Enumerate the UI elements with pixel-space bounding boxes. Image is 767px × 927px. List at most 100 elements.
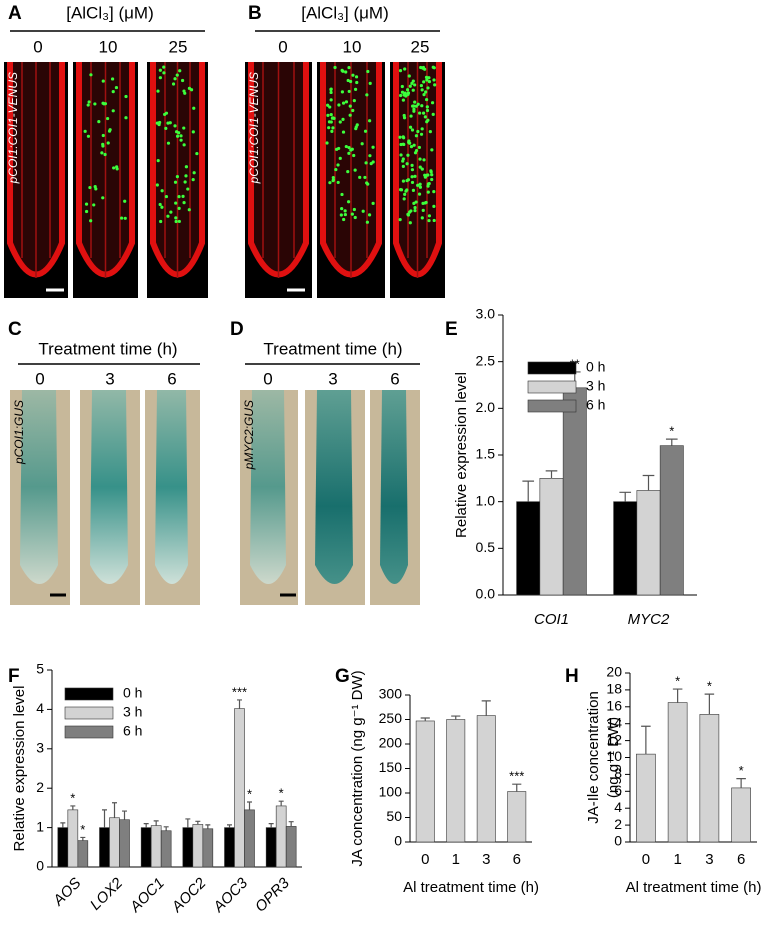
nucleus-signal: [420, 167, 424, 171]
nucleus-signal: [123, 199, 127, 203]
nucleus-signal: [430, 148, 434, 152]
bar: [516, 501, 541, 596]
nucleus-signal: [368, 154, 372, 158]
x-tick-label: COI1: [534, 611, 569, 628]
nucleus-signal: [346, 170, 350, 174]
panel-column-label: 25: [411, 37, 430, 56]
nucleus-signal: [411, 104, 415, 108]
root-stain: [250, 390, 286, 584]
nucleus-signal: [409, 114, 413, 118]
panel-column-label: 0: [278, 37, 287, 56]
nucleus-signal: [163, 112, 167, 117]
nucleus-signal: [331, 175, 335, 180]
nucleus-signal: [329, 113, 333, 117]
x-tick-label: MYC2: [628, 611, 670, 628]
y-tick-label: 0: [614, 833, 622, 849]
nucleus-signal: [160, 189, 164, 193]
panel-header: [AlCl₃] (μM): [301, 3, 389, 22]
panel-letter: F: [8, 666, 20, 687]
significance-label: *: [707, 679, 712, 694]
nucleus-signal: [348, 113, 352, 117]
bar: [77, 840, 89, 868]
nucleus-signal: [177, 131, 181, 135]
nucleus-signal: [401, 98, 405, 102]
nucleus-signal: [158, 76, 162, 80]
nucleus-signal: [364, 161, 368, 165]
bar: [224, 827, 235, 868]
nucleus-signal: [420, 127, 424, 131]
nucleus-signal: [341, 130, 346, 134]
nucleus-signal: [347, 65, 351, 70]
nucleus-signal: [182, 201, 186, 205]
nucleus-signal: [426, 86, 430, 90]
error-bar: [288, 821, 294, 827]
nucleus-signal: [421, 65, 426, 70]
root-cell-lines: [21, 62, 51, 278]
error-bar: [80, 836, 86, 841]
y-tick-label: 0: [36, 858, 44, 874]
nucleus-signal: [411, 88, 415, 92]
panel-column-label: 10: [99, 37, 118, 56]
nucleus-signal: [162, 65, 166, 69]
root-stain: [315, 390, 353, 584]
nucleus-signal: [93, 184, 97, 189]
nucleus-signal: [348, 79, 353, 84]
y-tick-label: 2.5: [476, 352, 496, 368]
panel-column-label: 0: [35, 369, 44, 388]
nucleus-signal: [88, 185, 92, 190]
nucleus-signal: [406, 212, 410, 216]
nucleus-signal: [177, 206, 181, 210]
nucleus-signal: [365, 93, 369, 97]
nucleus-signal: [156, 89, 160, 93]
nucleus-signal: [187, 86, 192, 90]
nucleus-signal: [398, 135, 402, 139]
nucleus-signal: [421, 208, 425, 212]
error-bar: [237, 699, 242, 709]
nucleus-signal: [404, 94, 408, 98]
y-tick-label: 20: [606, 664, 622, 680]
nucleus-signal: [419, 83, 423, 88]
nucleus-signal: [399, 188, 404, 192]
error-bar: [481, 700, 491, 716]
nucleus-signal: [371, 201, 375, 205]
nucleus-signal: [166, 121, 170, 125]
significance-label: ***: [509, 769, 524, 784]
y-tick-label: 50: [386, 808, 402, 824]
nucleus-signal: [329, 87, 333, 92]
nucleus-signal: [426, 190, 430, 194]
error-bar: [665, 438, 678, 446]
nucleus-signal: [183, 180, 187, 184]
y-axis-label: Relative expression level: [11, 686, 28, 852]
nucleus-signal: [336, 180, 340, 185]
nucleus-signal: [87, 100, 91, 104]
nucleus-signal: [401, 179, 406, 183]
x-tick-label: LOX2: [87, 874, 127, 914]
nucleus-signal: [179, 138, 183, 142]
nucleus-signal: [346, 200, 351, 204]
significance-label: ***: [232, 684, 247, 699]
nucleus-signal: [343, 212, 347, 217]
y-axis-label: JA-Ile concentration: [585, 691, 602, 824]
nucleus-signal: [430, 173, 434, 177]
nucleus-signal: [158, 202, 162, 207]
nucleus-signal: [418, 111, 422, 115]
bar: [160, 830, 172, 868]
nucleus-signal: [337, 103, 341, 107]
nucleus-signal: [427, 214, 432, 218]
nucleus-signal: [406, 178, 411, 182]
nucleus-signal: [352, 99, 356, 103]
nucleus-signal: [115, 165, 119, 169]
nucleus-signal: [413, 205, 417, 210]
error-bar: [420, 717, 430, 721]
nucleus-signal: [187, 208, 191, 212]
nucleus-signal: [326, 103, 330, 107]
nucleus-signal: [426, 173, 430, 177]
x-tick-label: 1: [673, 851, 681, 868]
nucleus-signal: [328, 105, 332, 109]
y-tick-label: 16: [606, 698, 622, 714]
nucleus-signal: [425, 105, 429, 109]
panel-column-label: 25: [169, 37, 188, 56]
nucleus-signal: [346, 78, 350, 83]
nucleus-signal: [418, 165, 422, 169]
error-bar: [672, 688, 683, 703]
